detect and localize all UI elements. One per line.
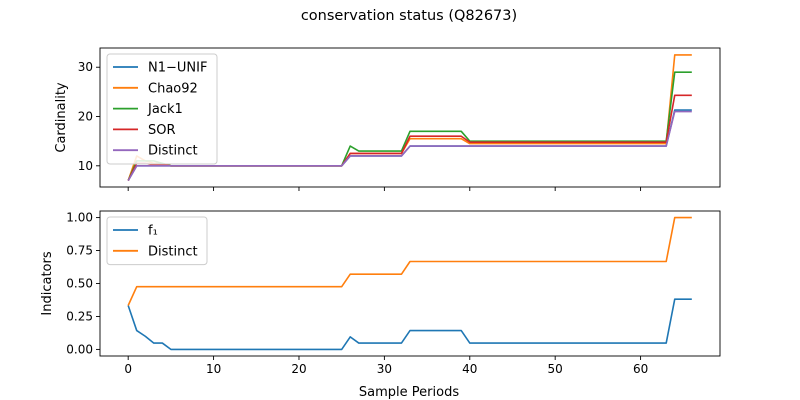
x-tick-label: 40	[462, 362, 477, 376]
legend-label: SOR	[148, 123, 176, 138]
y-tick-label: 1.00	[66, 211, 93, 225]
y-tick-label: 0.25	[66, 309, 93, 323]
x-tick-label: 10	[206, 362, 221, 376]
series-line-distinct	[127, 216, 692, 306]
y-tick-label: 0.75	[66, 244, 93, 258]
x-tick-label: 60	[633, 362, 648, 376]
x-axis-label: Sample Periods	[359, 385, 459, 400]
subplot-indicators: 0 10 20 30 40 50 60 0.00 0.25 0.50 0.75 1.00 Indicat…	[40, 210, 721, 376]
legend-label: Distinct	[148, 144, 198, 159]
y-axis-label: Cardinality	[54, 82, 69, 153]
x-tick-label: 30	[377, 362, 392, 376]
legend-label: Jack1	[147, 102, 183, 117]
y-tick-label: 0.50	[66, 277, 93, 291]
x-tick-label: 0	[124, 362, 132, 376]
y-tick-label: 20	[78, 110, 93, 124]
y-tick-label: 10	[78, 159, 93, 173]
x-tick-label: 20	[291, 362, 306, 376]
legend-label: N1−UNIF	[148, 61, 207, 76]
legend-label: f₁	[148, 224, 158, 239]
y-axis-label: Indicators	[40, 251, 55, 315]
axes-frame	[99, 47, 721, 188]
subplot-cardinality: 10 20 30 Cardinality N1−UNIF Chao92 Jack1 SOR Di…	[54, 47, 721, 191]
y-tick-label: 0.00	[66, 342, 93, 356]
legend-box	[106, 216, 208, 266]
legend: N1−UNIF Chao92 Jack1 SOR Distinct	[106, 53, 218, 165]
legend-label: Distinct	[148, 244, 198, 259]
figure-title: conservation status (Q82673)	[301, 8, 517, 24]
x-tick-label: 50	[548, 362, 563, 376]
y-tick-label: 30	[78, 60, 93, 74]
series-line-f-	[127, 298, 692, 351]
legend: f₁ Distinct	[106, 216, 208, 266]
legend-label: Chao92	[148, 81, 198, 96]
legend-box	[106, 53, 218, 165]
series-group	[127, 216, 692, 351]
series-line-distinct	[127, 110, 692, 181]
